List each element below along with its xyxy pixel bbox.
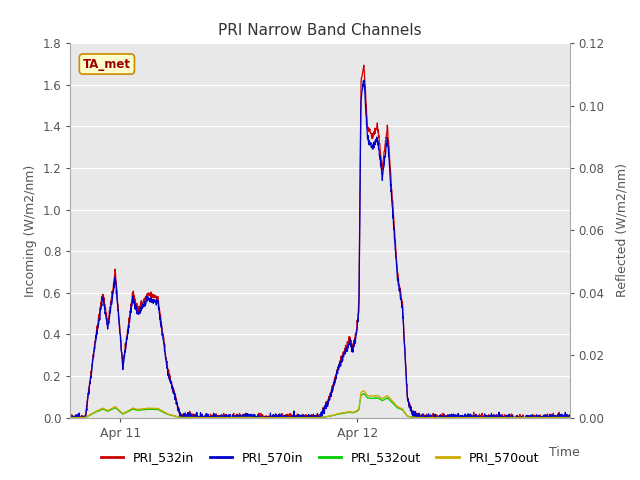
Title: PRI Narrow Band Channels: PRI Narrow Band Channels (218, 23, 422, 38)
Text: Time: Time (549, 445, 580, 459)
Y-axis label: Reflected (W/m2/nm): Reflected (W/m2/nm) (616, 163, 629, 298)
Text: TA_met: TA_met (83, 58, 131, 71)
Legend: PRI_532in, PRI_570in, PRI_532out, PRI_570out: PRI_532in, PRI_570in, PRI_532out, PRI_57… (96, 446, 544, 469)
Y-axis label: Incoming (W/m2/nm): Incoming (W/m2/nm) (24, 164, 37, 297)
